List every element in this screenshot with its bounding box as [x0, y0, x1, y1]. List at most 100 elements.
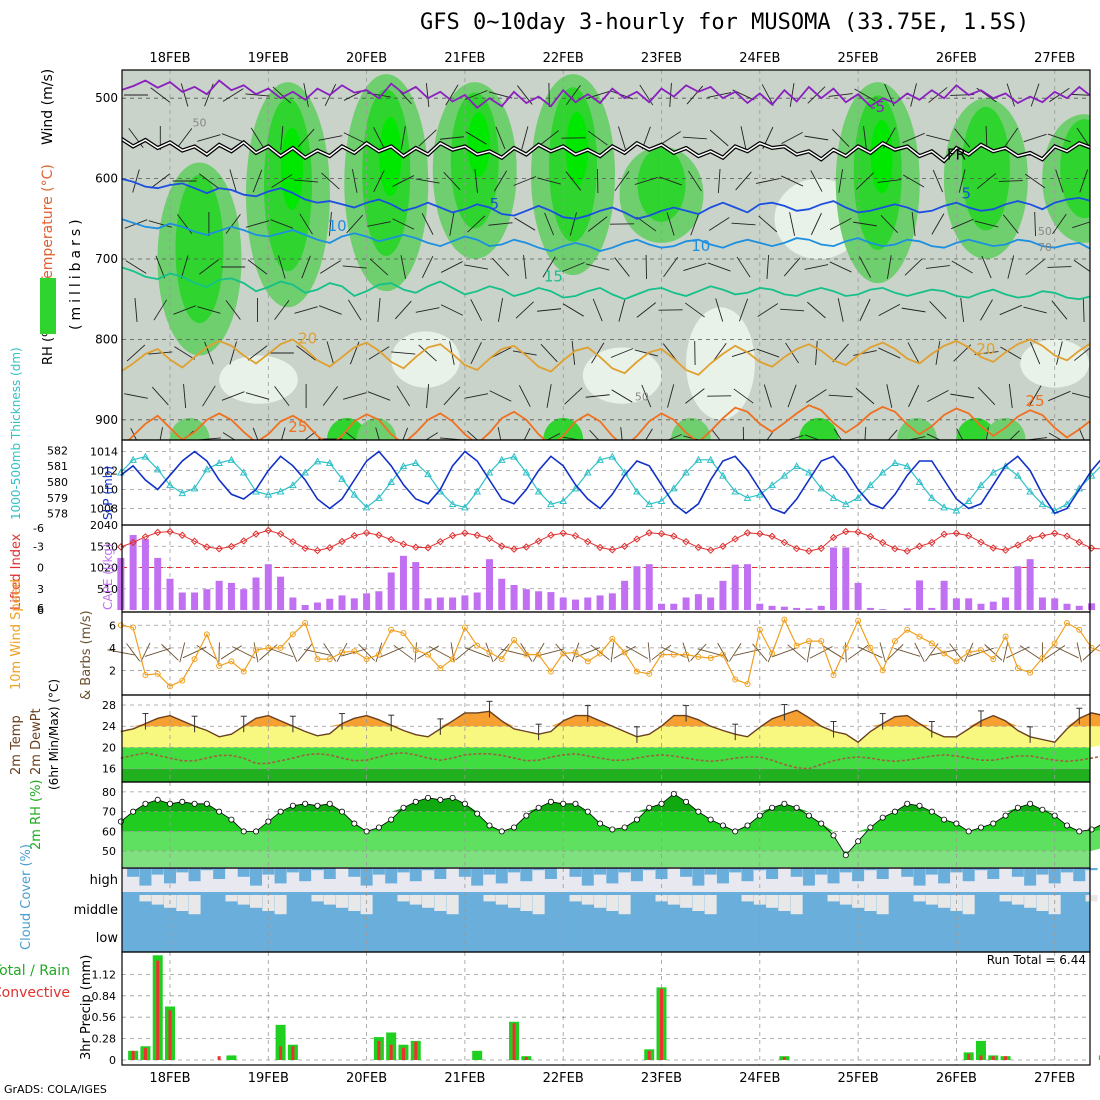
- isotherm-line: [127, 404, 1090, 440]
- wind-barb: [717, 168, 721, 194]
- cape-bar: [879, 609, 887, 610]
- wind-tick-label: 2: [109, 664, 116, 677]
- cloud-mid-gap: [594, 895, 607, 908]
- cape-bar: [866, 607, 874, 610]
- wind-barb: [1047, 133, 1071, 143]
- li-point: [719, 542, 727, 550]
- wind-ylabel: 10m Wind Speed: [9, 579, 24, 690]
- rh-moist-core: [467, 112, 490, 177]
- thickness-point: [215, 458, 223, 466]
- wind-barb: [322, 386, 338, 406]
- cloud-mid-gap: [606, 895, 619, 911]
- li-point: [670, 532, 678, 540]
- thickness-point: [841, 500, 850, 508]
- surface-wind-barb: [220, 645, 243, 660]
- rh-dry-zone: [582, 347, 662, 404]
- wind-barb: [1047, 266, 1072, 268]
- wind-barb: [1000, 346, 1022, 360]
- rh-point: [498, 828, 505, 835]
- rh-point: [977, 824, 984, 831]
- wind-speed-point: [216, 662, 223, 669]
- rh-point: [584, 808, 591, 815]
- wind-barb: [150, 173, 171, 189]
- precip-ylabel: 3hr Precip (mm): [79, 955, 94, 1060]
- wind-barb: [368, 346, 390, 360]
- wind-barb: [148, 351, 173, 355]
- wind-speed-point: [658, 651, 665, 658]
- thickness-point: [817, 484, 826, 492]
- wind-barb: [855, 387, 875, 405]
- cloud-high-bar: [680, 868, 693, 877]
- li-point: [326, 544, 334, 552]
- rh-point: [1027, 800, 1034, 807]
- wind-barb: [740, 126, 747, 150]
- wind-barb: [491, 257, 510, 277]
- cape-bar: [375, 591, 383, 610]
- wind-barb: [489, 390, 512, 402]
- li-point: [842, 527, 850, 536]
- rh-moist-core: [280, 127, 303, 210]
- wind-barb: [856, 172, 874, 190]
- date-label-top: 22FEB: [543, 51, 584, 66]
- cape-bar: [658, 603, 665, 610]
- precip-conv-axis-label: Convective: [0, 985, 70, 1001]
- rh-point: [879, 814, 886, 821]
- wind-barb: [1079, 169, 1089, 193]
- wind-barb: [853, 221, 877, 227]
- precip-total-bar: [1098, 1055, 1100, 1060]
- rh-point: [302, 800, 309, 807]
- surface-wind-barb: [259, 644, 278, 661]
- wind-barb: [902, 132, 925, 144]
- wind-barb: [426, 384, 430, 408]
- wind-barb: [493, 170, 508, 192]
- surface-wind-barb: [297, 643, 313, 662]
- cloud-high-bar: [1073, 868, 1086, 882]
- precip-convective-bar: [131, 1050, 135, 1060]
- li-point: [166, 527, 174, 536]
- precip-convective-bar: [143, 1047, 147, 1060]
- rh-point: [547, 798, 554, 805]
- date-label-bottom: 24FEB: [739, 1071, 780, 1086]
- wind-barb: [780, 308, 805, 312]
- wind-speed-point: [412, 647, 419, 654]
- wind-speed-point: [400, 630, 407, 637]
- cape-bar: [203, 589, 211, 610]
- wind-barb: [804, 135, 829, 141]
- rh-point: [449, 794, 456, 801]
- wind-barb: [180, 83, 189, 107]
- thickness-point: [289, 481, 297, 489]
- cloud-high-bar: [655, 868, 668, 879]
- rh-point: [707, 816, 714, 823]
- precip-axis-label: 3hr Precip (mm): [79, 955, 94, 1060]
- cloud-mid-gap: [188, 895, 201, 915]
- cape-bar: [424, 598, 432, 610]
- surface-wind-barb: [886, 643, 904, 661]
- cloud-mid-gap: [508, 895, 521, 908]
- rh-point: [474, 810, 481, 817]
- li-point: [891, 545, 899, 553]
- wind-barb: [418, 129, 437, 147]
- wind-speed-point: [437, 665, 444, 672]
- surface-wind-barb: [879, 642, 886, 663]
- cloud-mid-gap: [446, 895, 459, 915]
- cloud-mid-gap: [532, 895, 545, 915]
- wind-barb: [1002, 214, 1019, 234]
- rh-point: [326, 800, 333, 807]
- cape-bar: [903, 608, 911, 610]
- wind-barb: [400, 255, 407, 279]
- wind-barb: [829, 217, 852, 231]
- rh-point: [166, 800, 173, 807]
- rh-point: [1051, 812, 1058, 819]
- contour-label: FR: [947, 145, 966, 163]
- wind-barb: [270, 219, 294, 229]
- contour-label: 10: [691, 237, 710, 255]
- wind-barb: [1078, 427, 1085, 440]
- cloud-level-label: low: [96, 931, 119, 946]
- li-point: [215, 545, 223, 553]
- surface-wind-barb: [809, 646, 833, 659]
- li-tick-label: 6: [37, 604, 44, 617]
- isotherm-line: [122, 338, 1090, 376]
- wind-speed-point: [855, 617, 862, 624]
- thickness-point: [669, 484, 678, 492]
- wind-barb: [159, 427, 164, 440]
